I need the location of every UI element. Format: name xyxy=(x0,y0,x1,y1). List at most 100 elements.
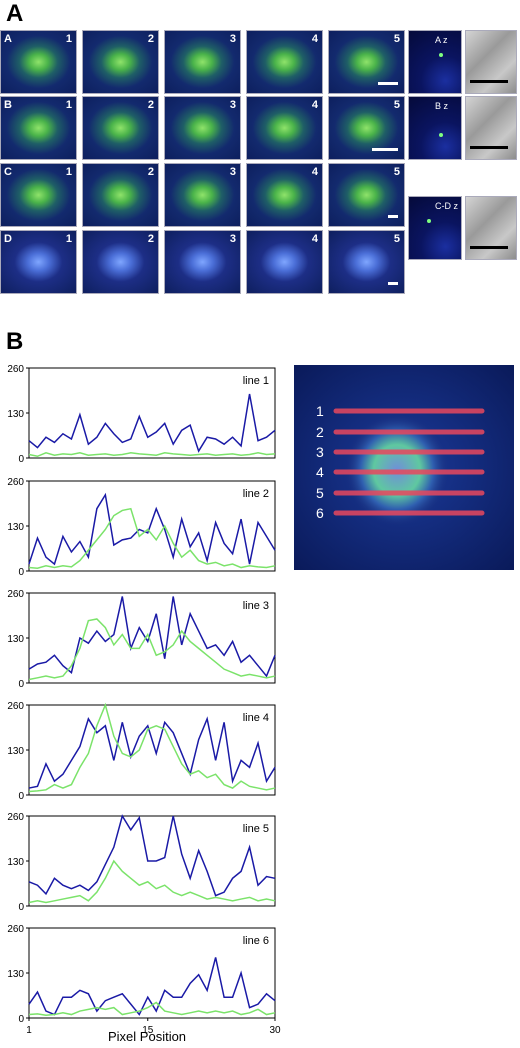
tile-number: 2 xyxy=(147,166,154,178)
z-label: A z xyxy=(435,35,448,45)
panel-b-letter: B xyxy=(6,328,24,355)
profile-line-label: 1 xyxy=(316,403,324,419)
y-tick-label: 260 xyxy=(7,364,24,375)
chart-title: line 1 xyxy=(243,375,269,387)
y-tick-label: 130 xyxy=(7,634,24,645)
chart-title: line 4 xyxy=(243,712,269,724)
profile-line-label: 4 xyxy=(316,464,324,480)
x-tick-label: 30 xyxy=(269,1025,281,1036)
profile-line-label: 6 xyxy=(316,505,324,521)
scale-bar xyxy=(388,282,398,285)
fluorescent-spot xyxy=(439,133,443,137)
fluorescent-spot xyxy=(427,219,431,223)
scale-bar xyxy=(372,148,398,151)
profile-line-label: 3 xyxy=(316,444,324,460)
scale-bar xyxy=(378,82,398,85)
y-tick-label: 260 xyxy=(7,477,24,488)
tile-number: 3 xyxy=(229,233,236,245)
y-tick-label: 0 xyxy=(18,791,24,802)
z-projection-tile: C-D z xyxy=(408,196,462,260)
tile-number: 2 xyxy=(147,233,154,245)
brightfield-tile xyxy=(465,96,517,160)
profile-line-label: 5 xyxy=(316,485,324,501)
plot-frame xyxy=(28,592,276,684)
green-series-line xyxy=(28,507,276,569)
chart-title: line 5 xyxy=(243,823,269,835)
tile-number: 4 xyxy=(311,166,318,178)
z-projection-tile: A z xyxy=(408,30,462,94)
y-tick-label: 260 xyxy=(7,812,24,823)
tile-number: 1 xyxy=(65,166,72,178)
chart-title: line 2 xyxy=(243,488,269,500)
y-tick-label: 0 xyxy=(18,454,24,465)
micrograph-tile: 2 xyxy=(82,230,159,294)
y-tick-label: 0 xyxy=(18,1014,24,1025)
plot-frame xyxy=(28,704,276,796)
x-tick-label: 1 xyxy=(26,1025,32,1036)
x-axis-title: Pixel Position xyxy=(108,1029,187,1044)
green-series-line xyxy=(28,618,276,681)
green-series-line xyxy=(28,1001,276,1016)
y-tick-label: 130 xyxy=(7,409,24,420)
micrograph-tile: 2 xyxy=(82,30,159,94)
z-label: B z xyxy=(435,101,449,111)
scale-bar xyxy=(470,146,508,149)
micrograph-tile: 4 xyxy=(246,30,323,94)
tile-number: 1 xyxy=(65,99,72,111)
chart-title: line 6 xyxy=(243,935,269,947)
micrograph-tile: 4 xyxy=(246,163,323,227)
row-label: C xyxy=(4,166,12,178)
micrograph-tile: 2 xyxy=(82,96,159,160)
tile-number: 3 xyxy=(229,99,236,111)
tile-number: 5 xyxy=(393,33,400,45)
y-tick-label: 0 xyxy=(18,902,24,913)
row-label: A xyxy=(4,33,12,45)
z-projection-tile: B z xyxy=(408,96,462,160)
micrograph-tile: 4 xyxy=(246,96,323,160)
line-profile-chart: 0 130 260 line 4 xyxy=(7,701,276,802)
y-tick-label: 260 xyxy=(7,701,24,712)
plot-frame xyxy=(28,480,276,572)
blue-series-line xyxy=(28,393,276,453)
brightfield-tile xyxy=(465,196,517,260)
blue-series-line xyxy=(28,596,276,678)
green-series-line xyxy=(28,859,276,904)
blue-series-line xyxy=(28,492,276,566)
scale-bar xyxy=(470,80,508,83)
x-tick-label: 15 xyxy=(142,1025,154,1036)
tile-number: 2 xyxy=(147,33,154,45)
micrograph-tile: 5 xyxy=(328,96,405,160)
tile-number: 3 xyxy=(229,166,236,178)
plot-frame xyxy=(28,367,276,459)
blue-series-line xyxy=(28,957,276,1016)
tile-number: 4 xyxy=(311,33,318,45)
micrograph-tile: 3 xyxy=(164,230,241,294)
scale-bar xyxy=(470,246,508,249)
cell-image-svg: 1 2 3 4 5 6 xyxy=(294,365,514,570)
micrograph-tile: 5 xyxy=(328,163,405,227)
tile-number: 5 xyxy=(393,166,400,178)
fluorescent-spot xyxy=(439,53,443,57)
cell-image-with-lines: 1 2 3 4 5 6 xyxy=(294,365,514,570)
y-tick-label: 260 xyxy=(7,589,24,600)
tile-number: 5 xyxy=(393,99,400,111)
scale-bar xyxy=(388,215,398,218)
blue-series-line xyxy=(28,814,276,897)
chart-title: line 3 xyxy=(243,600,269,612)
micrograph-tile: 3 xyxy=(164,30,241,94)
tile-number: 4 xyxy=(311,99,318,111)
y-tick-label: 130 xyxy=(7,969,24,980)
micrograph-tile: 3 xyxy=(164,96,241,160)
tile-number: 4 xyxy=(311,233,318,245)
line-profile-chart: 0 130 260 line 5 xyxy=(7,812,276,913)
tile-number: 3 xyxy=(229,33,236,45)
brightfield-tile xyxy=(465,30,517,94)
y-tick-label: 260 xyxy=(7,924,24,935)
line-profile-chart: 0 130 260 line 1 xyxy=(7,364,276,465)
micrograph-tile: 4 xyxy=(246,230,323,294)
row-label: B xyxy=(4,99,12,111)
